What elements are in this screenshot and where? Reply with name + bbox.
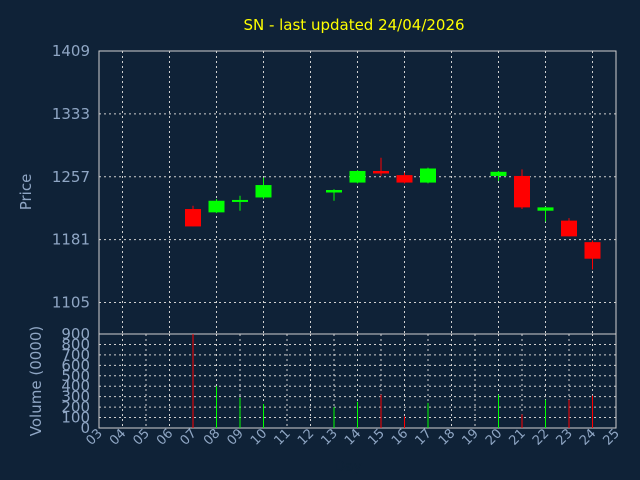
candle-body	[349, 170, 366, 183]
volume-tick-label: 0	[80, 419, 90, 437]
volume-tick-label: 300	[61, 388, 90, 406]
price-tick-label: 1409	[52, 42, 90, 60]
price-tick-label: 1257	[52, 168, 90, 186]
candle-body	[232, 199, 248, 202]
volume-tick-label: 900	[61, 325, 90, 343]
candle-body	[584, 242, 601, 259]
volume-bars	[192, 334, 593, 428]
x-axis-label: Day	[334, 459, 362, 475]
price-y-ticks: 1409 1333 1257 1181 1105	[52, 42, 90, 312]
volume-tick-label: 400	[61, 377, 90, 395]
volume-grid	[99, 334, 616, 428]
candle-body	[420, 168, 436, 183]
volume-axis-label: Volume (0000)	[27, 326, 45, 436]
price-tick-label: 1333	[52, 105, 90, 123]
volume-tick-label: 100	[61, 409, 90, 427]
volume-tick-label: 200	[61, 398, 90, 416]
volume-tick-label: 700	[61, 346, 90, 364]
volume-tick-label: 800	[61, 335, 90, 353]
price-panel: 1409 1333 1257 1181 1105 Price	[17, 42, 617, 335]
candle-body	[255, 185, 272, 198]
candle-body	[396, 175, 413, 183]
candle-body	[185, 209, 201, 227]
candle-body	[514, 175, 530, 208]
candlesticks	[185, 157, 601, 270]
candle-body	[537, 207, 554, 211]
price-axis-label: Price	[17, 174, 35, 211]
candle-body	[490, 171, 507, 176]
chart-title: SN - last updated 24/04/2026	[243, 16, 464, 34]
candle-body	[208, 200, 225, 213]
candle-body	[326, 190, 342, 193]
price-tick-label: 1105	[52, 294, 90, 312]
price-tick-label: 1181	[52, 231, 90, 249]
candle-body	[561, 220, 577, 237]
x-ticks: 03 04 05 06 07 08 09 10 11 12 13 14 15 16 17 18 19 20 21 22…	[84, 426, 623, 448]
volume-tick-label: 500	[61, 367, 90, 385]
candle-body	[373, 170, 389, 174]
volume-tick-label: 600	[61, 356, 90, 374]
